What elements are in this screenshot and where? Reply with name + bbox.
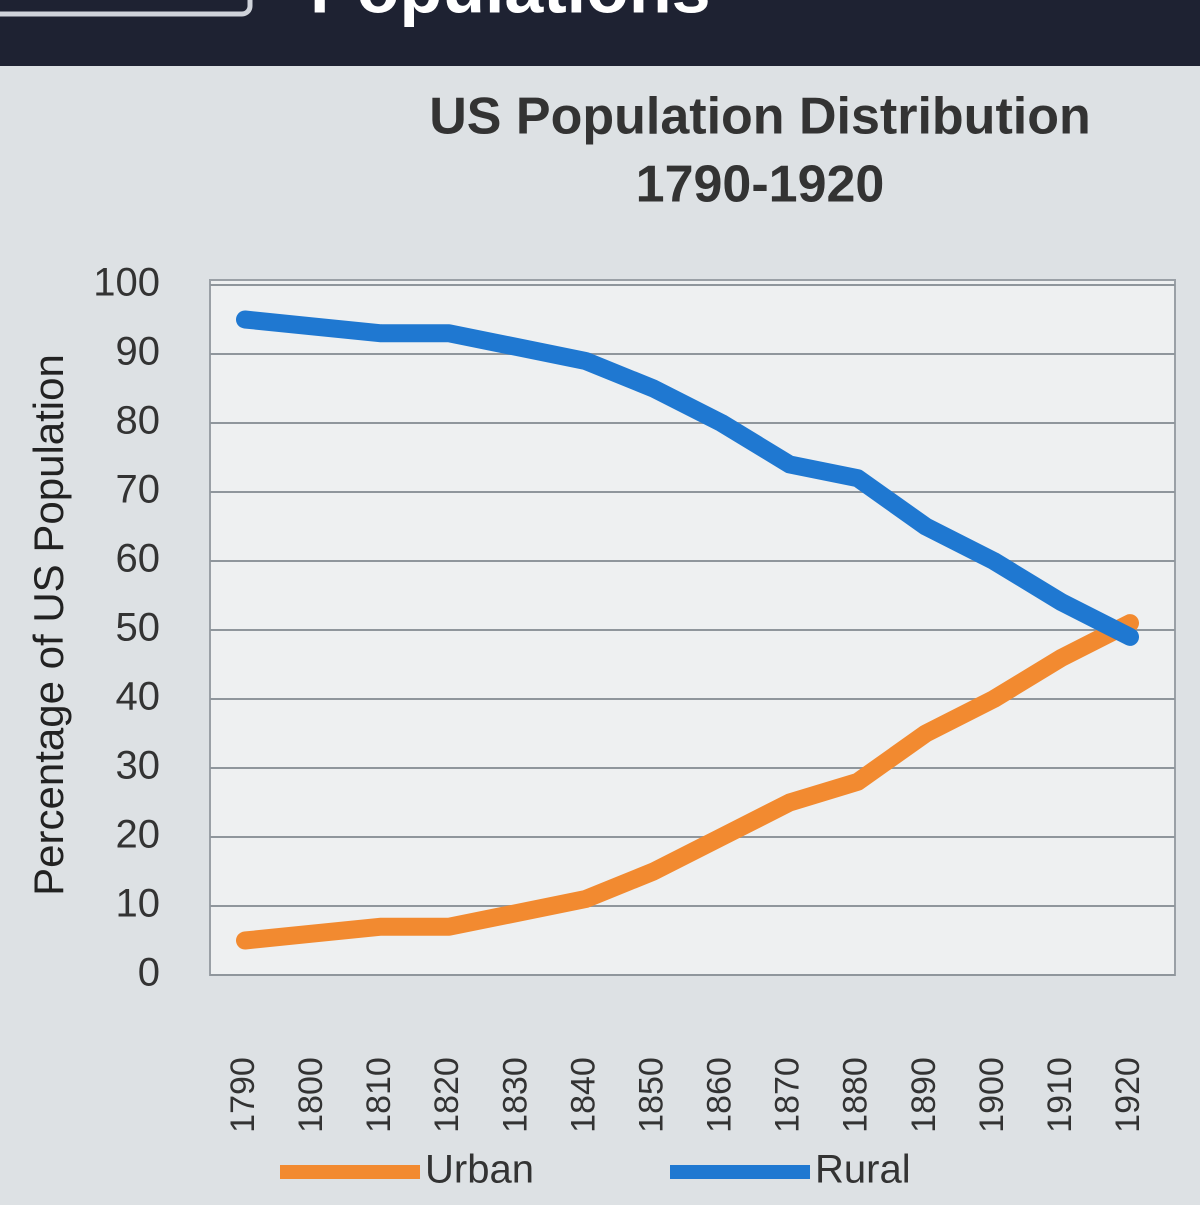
x-tick-label: 1790 [224, 1057, 262, 1133]
header-button [0, 0, 253, 17]
x-tick-label: 1920 [1109, 1057, 1147, 1133]
y-tick-label: 70 [116, 468, 161, 512]
y-axis-label: Percentage of US Population [25, 354, 72, 896]
header-title: Populations [310, 0, 711, 27]
y-tick-label: 60 [116, 537, 161, 581]
x-tick-label: 1850 [632, 1057, 670, 1133]
series-line [236, 614, 1139, 950]
x-tick-label: 1840 [564, 1057, 602, 1133]
x-tick-label: 1800 [292, 1057, 330, 1133]
x-tick-label: 1820 [428, 1057, 466, 1133]
x-tick-label: 1890 [905, 1057, 943, 1133]
x-tick-label: 1910 [1041, 1057, 1079, 1133]
y-tick-label: 80 [116, 399, 161, 443]
chart-title: US Population Distribution [429, 88, 1091, 146]
x-tick-label: 1810 [360, 1057, 398, 1133]
x-tick-label: 1900 [973, 1057, 1011, 1133]
y-tick-label: 90 [116, 330, 161, 374]
y-tick-label: 50 [116, 606, 161, 650]
y-tick-label: 0 [138, 951, 160, 995]
x-tick-label: 1870 [769, 1057, 807, 1133]
x-tick-label: 1880 [837, 1057, 875, 1133]
y-tick-label: 100 [93, 261, 160, 305]
series-line [236, 310, 1139, 646]
y-tick-label: 40 [116, 675, 161, 719]
plot-area [209, 279, 1176, 976]
chart-subtitle: 1790-1920 [636, 156, 885, 214]
legend-label: Rural [815, 1148, 911, 1192]
y-tick-label: 30 [116, 744, 161, 788]
legend-label: Urban [425, 1148, 534, 1192]
y-tick-label: 20 [116, 813, 161, 857]
y-tick-label: 10 [116, 882, 161, 926]
x-tick-label: 1860 [701, 1057, 739, 1133]
header-bar [0, 0, 1200, 66]
x-tick-label: 1830 [496, 1057, 534, 1133]
